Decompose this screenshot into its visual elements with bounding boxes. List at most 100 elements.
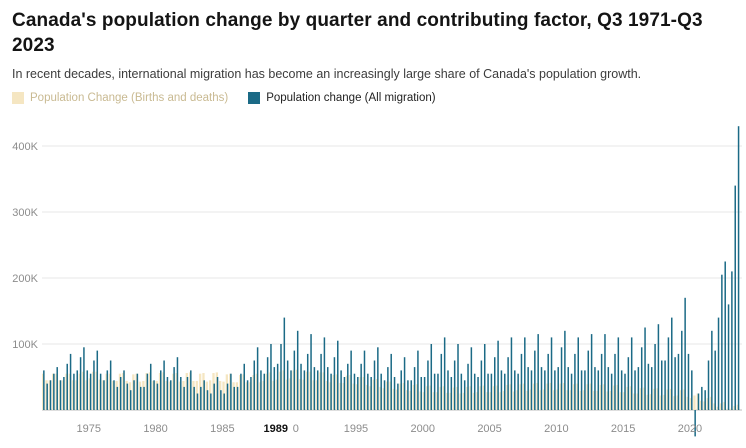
bar-migration[interactable] xyxy=(383,380,386,410)
bar-migration[interactable] xyxy=(677,353,680,410)
bar-migration[interactable] xyxy=(417,350,419,410)
bar-migration[interactable] xyxy=(310,334,312,410)
bar-migration[interactable] xyxy=(430,344,433,410)
bar-migration[interactable] xyxy=(480,360,483,411)
bar-migration[interactable] xyxy=(116,386,119,410)
bar-migration[interactable] xyxy=(290,370,292,410)
bar-migration[interactable] xyxy=(497,340,499,410)
bar-migration[interactable] xyxy=(303,370,306,410)
bar-migration[interactable] xyxy=(734,185,736,410)
bar-migration[interactable] xyxy=(263,373,266,410)
bar-migration[interactable] xyxy=(260,370,262,410)
bar-migration[interactable] xyxy=(667,337,670,410)
bar-migration[interactable] xyxy=(270,344,272,410)
bar-migration[interactable] xyxy=(624,373,626,410)
bar-migration[interactable] xyxy=(604,334,606,410)
bar-migration[interactable] xyxy=(333,357,336,410)
bar-migration[interactable] xyxy=(490,373,493,410)
bar-migration[interactable] xyxy=(133,380,135,410)
bar-migration[interactable] xyxy=(350,350,352,410)
bar-migration[interactable] xyxy=(447,370,449,410)
bar-migration[interactable] xyxy=(530,370,533,410)
bar-migration[interactable] xyxy=(647,363,650,410)
bar-migration[interactable] xyxy=(296,330,299,410)
bar-migration[interactable] xyxy=(183,386,185,410)
bar-migration[interactable] xyxy=(671,317,673,410)
bar-migration[interactable] xyxy=(470,347,473,410)
bar-migration[interactable] xyxy=(393,377,396,410)
bar-migration[interactable] xyxy=(650,367,653,410)
bar-migration[interactable] xyxy=(681,330,683,410)
bar-migration[interactable] xyxy=(534,350,536,410)
bar-migration[interactable] xyxy=(46,383,48,410)
bar-migration[interactable] xyxy=(146,373,149,410)
bar-migration[interactable] xyxy=(637,367,640,410)
bar-migration[interactable] xyxy=(343,377,346,410)
bar-migration[interactable] xyxy=(560,347,563,410)
bar-migration[interactable] xyxy=(413,367,416,410)
bar-migration[interactable] xyxy=(433,373,436,410)
bar-migration[interactable] xyxy=(56,367,58,410)
bar-migration[interactable] xyxy=(53,373,55,410)
bar-migration[interactable] xyxy=(520,353,523,410)
bar-migration[interactable] xyxy=(330,373,332,410)
bar-migration[interactable] xyxy=(711,330,713,410)
bar-migration[interactable] xyxy=(390,353,392,410)
bar-migration[interactable] xyxy=(43,370,45,410)
bar-migration[interactable] xyxy=(93,360,95,411)
bar-migration[interactable] xyxy=(353,373,356,410)
bar-migration[interactable] xyxy=(507,357,509,410)
bar-migration[interactable] xyxy=(156,383,159,410)
bar-migration[interactable] xyxy=(423,377,426,410)
bar-migration[interactable] xyxy=(684,297,686,410)
bar-migration[interactable] xyxy=(313,367,316,410)
bar-migration[interactable] xyxy=(457,344,459,410)
bar-migration[interactable] xyxy=(453,360,456,411)
bar-migration[interactable] xyxy=(103,380,105,410)
bar-migration[interactable] xyxy=(153,380,155,410)
bar-migration[interactable] xyxy=(216,377,219,410)
bar-migration[interactable] xyxy=(437,373,439,410)
bar-migration[interactable] xyxy=(323,337,326,410)
bar-migration[interactable] xyxy=(276,363,279,410)
bar-migration[interactable] xyxy=(400,370,402,410)
bar-migration[interactable] xyxy=(630,337,633,410)
bar-migration[interactable] xyxy=(557,367,559,410)
bar-migration[interactable] xyxy=(163,360,165,411)
bar-migration[interactable] xyxy=(166,377,169,410)
population-change-chart[interactable]: 100K 200K 300K 400K 1975 1980 1985 1989 0 1995 200… xyxy=(0,118,746,448)
bar-migration[interactable] xyxy=(173,367,175,410)
bar-migration[interactable] xyxy=(587,350,590,410)
bar-migration[interactable] xyxy=(63,377,65,410)
bar-migration[interactable] xyxy=(627,357,630,410)
bar-migration[interactable] xyxy=(657,324,660,410)
bar-migration[interactable] xyxy=(714,350,716,410)
bar-migration[interactable] xyxy=(113,380,115,410)
bar-migration[interactable] xyxy=(570,373,573,410)
bar-migration[interactable] xyxy=(664,360,666,411)
bar-migration[interactable] xyxy=(180,377,182,410)
bar-migration[interactable] xyxy=(149,363,152,410)
bar-migration[interactable] xyxy=(243,363,246,410)
bar-migration[interactable] xyxy=(347,363,349,410)
bar-migration[interactable] xyxy=(494,357,496,410)
bar-births-deaths[interactable] xyxy=(693,395,696,410)
bar-migration[interactable] xyxy=(694,410,696,437)
bar-migration[interactable] xyxy=(76,370,79,410)
bar-migration[interactable] xyxy=(517,373,519,410)
bar-migration[interactable] xyxy=(600,353,603,410)
bar-migration[interactable] xyxy=(373,360,376,411)
bar-migration[interactable] xyxy=(597,370,600,410)
bar-migration[interactable] xyxy=(540,367,543,410)
bar-migration[interactable] xyxy=(337,340,339,410)
bar-migration[interactable] xyxy=(283,317,286,410)
bar-migration[interactable] xyxy=(300,363,302,410)
bar-migration[interactable] xyxy=(721,274,723,410)
bar-migration[interactable] xyxy=(687,353,690,410)
bar-migration[interactable] xyxy=(206,390,209,410)
bar-migration[interactable] xyxy=(119,377,122,410)
bar-migration[interactable] xyxy=(704,390,706,410)
bar-migration[interactable] xyxy=(320,353,322,410)
bar-migration[interactable] xyxy=(176,357,179,410)
bar-migration[interactable] xyxy=(731,271,733,410)
